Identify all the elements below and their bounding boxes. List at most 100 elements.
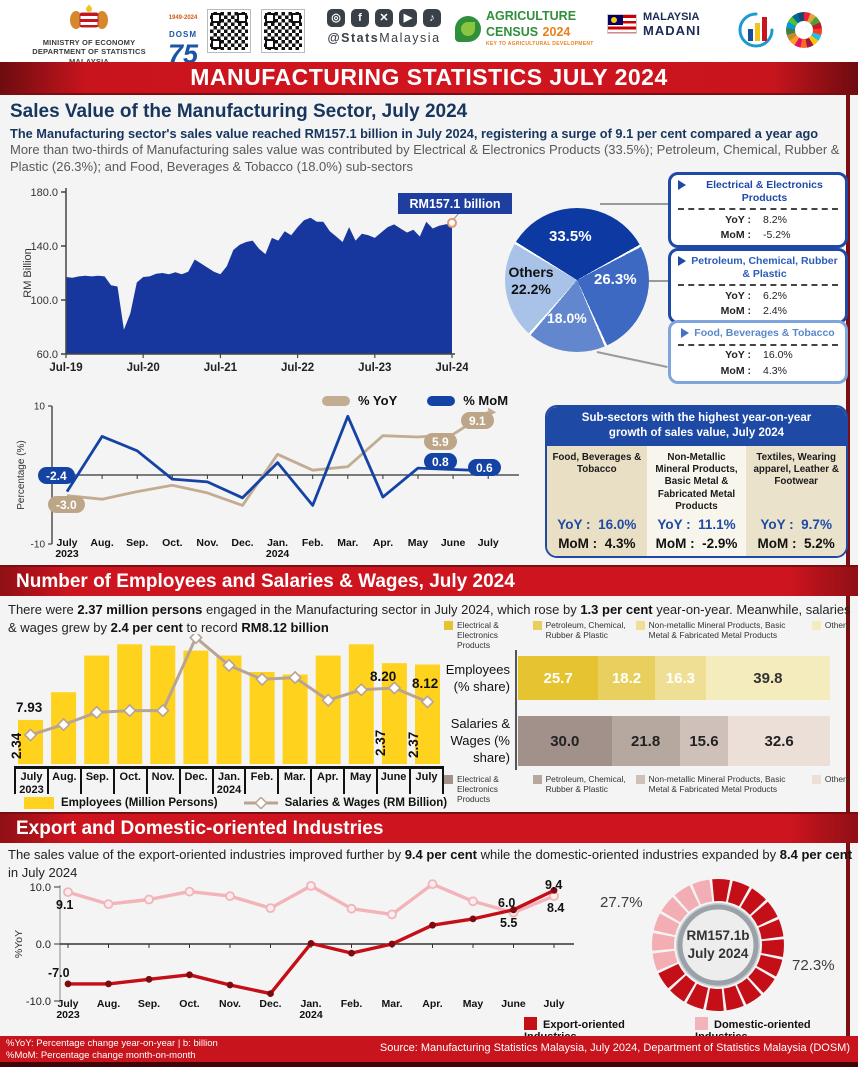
subsector-card-food: Food, Beverages & Tobacco YoY :16.0% MoM… [668, 320, 848, 384]
trade-section-banner: Export and Domestic-oriented Industries [0, 812, 858, 843]
employees-month-axis: July 2023 Aug. Sep. Oct. Nov. Dec. Jan. 2024 Feb.… [14, 766, 444, 796]
dosm-75-logo: 1949-2024 DOSM 75 [160, 6, 206, 68]
svg-text:June: June [441, 537, 466, 549]
footer-notes: %YoY: Percentage change year-on-year | b… [6, 1038, 218, 1062]
svg-text:10: 10 [34, 402, 46, 413]
share-segment: 25.7 [518, 656, 599, 700]
svg-text:Jul-19: Jul-19 [49, 362, 82, 374]
svg-text:Dec.: Dec. [259, 998, 281, 1010]
month-label: Dec. [181, 769, 214, 794]
svg-text:%YoY: %YoY [13, 930, 25, 958]
x-twitter-icon[interactable]: ✕ [375, 9, 393, 27]
month-label: Aug. [49, 769, 82, 794]
svg-text:Sep.: Sep. [126, 537, 148, 549]
month-label: July [411, 769, 444, 794]
facebook-icon[interactable]: f [351, 9, 369, 27]
pie-label-food: 18.0% [547, 310, 587, 326]
svg-text:Jan.2024: Jan. 2024 [266, 537, 290, 560]
salaries-legend-swatch [243, 797, 278, 809]
svg-text:Oct.: Oct. [162, 537, 183, 549]
trade-donut-chart [652, 879, 784, 1011]
yoy-july-label: 9.1 [461, 412, 494, 429]
legend-item: Others [811, 620, 850, 650]
top-subsectors-panel: Sub-sectors with the highest year-on-yea… [545, 405, 848, 558]
ministry-logo-block: MINISTRY OF ECONOMY DEPARTMENT OF STATIS… [14, 3, 164, 66]
employees-share-label: Employees (% share) [445, 662, 510, 694]
export-legend-swatch [524, 1017, 537, 1030]
salaries-share-label: Salaries & Wages (% share) [450, 716, 510, 765]
share-segment: 15.6 [679, 716, 729, 766]
agriculture-census-logo: AGRICULTURE CENSUS 2024 KEY TO AGRICULTU… [455, 9, 605, 47]
svg-text:Jul-22: Jul-22 [281, 362, 314, 374]
stats-bars-logo-icon [738, 12, 774, 48]
ministry-name: MINISTRY OF ECONOMY [42, 38, 136, 47]
top-subsector-col: Textiles, Wearing apparel, Leather & Foo… [746, 445, 846, 556]
yoy-june-label: 5.9 [424, 433, 457, 450]
employees-share-bar: 25.7 18.2 16.3 39.8 [518, 656, 830, 700]
donut-center-label: RM157.1b July 2024 [686, 928, 750, 962]
export-share-label: 72.3% [792, 957, 835, 974]
export-june-label: 6.0 [498, 896, 516, 910]
share-segment: 18.2 [598, 656, 655, 700]
share-segment: 32.6 [728, 716, 830, 766]
svg-text:Mar.: Mar. [381, 998, 402, 1010]
svg-text:July: July [478, 537, 499, 549]
top-subsector-col: Non-Metallic Mineral Products, Basic Met… [646, 445, 747, 556]
svg-text:RM Billion: RM Billion [22, 248, 34, 298]
month-label: Sep. [82, 769, 115, 794]
agri-line2: CENSUS [486, 25, 539, 40]
footer-bar: %YoY: Percentage change year-on-year | b… [0, 1036, 858, 1062]
agri-line1: AGRICULTURE [486, 9, 577, 23]
malaysia-coat-of-arms-icon [70, 4, 108, 29]
svg-text:Jan.2024: Jan. 2024 [299, 998, 323, 1021]
svg-text:Apr.: Apr. [373, 537, 394, 549]
svg-text:180.0: 180.0 [30, 187, 58, 199]
madani-line2: MADANI [643, 22, 701, 38]
mom-first-label: -2.4 [38, 467, 75, 484]
employees-first-label: 2.34 [9, 732, 24, 759]
main-title-banner: MANUFACTURING STATISTICS JULY 2024 [0, 62, 858, 95]
svg-text:10.0: 10.0 [30, 882, 51, 894]
pie-label-ee: 33.5% [549, 228, 592, 245]
triangle-icon [678, 256, 686, 266]
sales-lead-bold: The Manufacturing sector's sales value r… [10, 126, 819, 141]
yoy-legend-swatch [322, 395, 350, 406]
svg-text:Nov.: Nov. [196, 537, 218, 549]
employees-section-banner: Number of Employees and Salaries & Wages… [0, 565, 858, 596]
svg-text:July: July [543, 998, 564, 1010]
share-segment: 39.8 [705, 656, 830, 700]
qr-code-icon [261, 9, 305, 53]
sdg-wheel-icon [786, 12, 822, 48]
trade-intro: The sales value of the export-oriented i… [8, 847, 853, 880]
domestic-july-label: 8.4 [547, 901, 565, 915]
employees-legend-swatch [24, 797, 54, 809]
social-handle: @StatsMalaysia [327, 31, 441, 45]
svg-text:Jul-23: Jul-23 [358, 362, 391, 374]
share-segment: 21.8 [611, 716, 680, 766]
svg-text:0.0: 0.0 [36, 939, 51, 951]
svg-text:Apr.: Apr. [422, 998, 443, 1010]
share-legend-bottom: Electrical & Electronics Products Petrole… [444, 774, 850, 804]
share-axis-line [515, 650, 517, 770]
svg-text:Feb.: Feb. [302, 537, 324, 549]
pie-label-petroleum: 26.3% [594, 271, 637, 288]
legend-item: Petroleum, Chemical, Rubber & Plastic [532, 620, 627, 650]
domestic-share-label: 27.7% [600, 894, 643, 911]
svg-text:May: May [408, 537, 429, 549]
export-first-label: -7.0 [48, 966, 70, 980]
svg-text:Jul-20: Jul-20 [127, 362, 160, 374]
sales-growth-line-chart: 100-10July2023Aug.Sep.Oct.Nov.Dec.Jan.20… [16, 402, 519, 560]
month-label: Mar. [279, 769, 313, 794]
subsector-card-petroleum: Petroleum, Chemical, Rubber & Plastic Yo… [668, 248, 848, 325]
employees-june-label: 2.37 [373, 729, 388, 756]
tiktok-icon[interactable]: ♪ [423, 9, 441, 27]
svg-text:Percentage (%): Percentage (%) [16, 440, 27, 509]
pie-label-others: Others 22.2% [508, 264, 554, 297]
instagram-icon[interactable]: ◎ [327, 9, 345, 27]
top-subsector-col: Food, Beverages & Tobacco YoY : 16.0% Mo… [547, 445, 647, 556]
dosm-name: DOSM [169, 30, 197, 39]
salaries-share-bar: 30.0 21.8 15.6 32.6 [518, 716, 830, 766]
youtube-icon[interactable]: ▶ [399, 9, 417, 27]
